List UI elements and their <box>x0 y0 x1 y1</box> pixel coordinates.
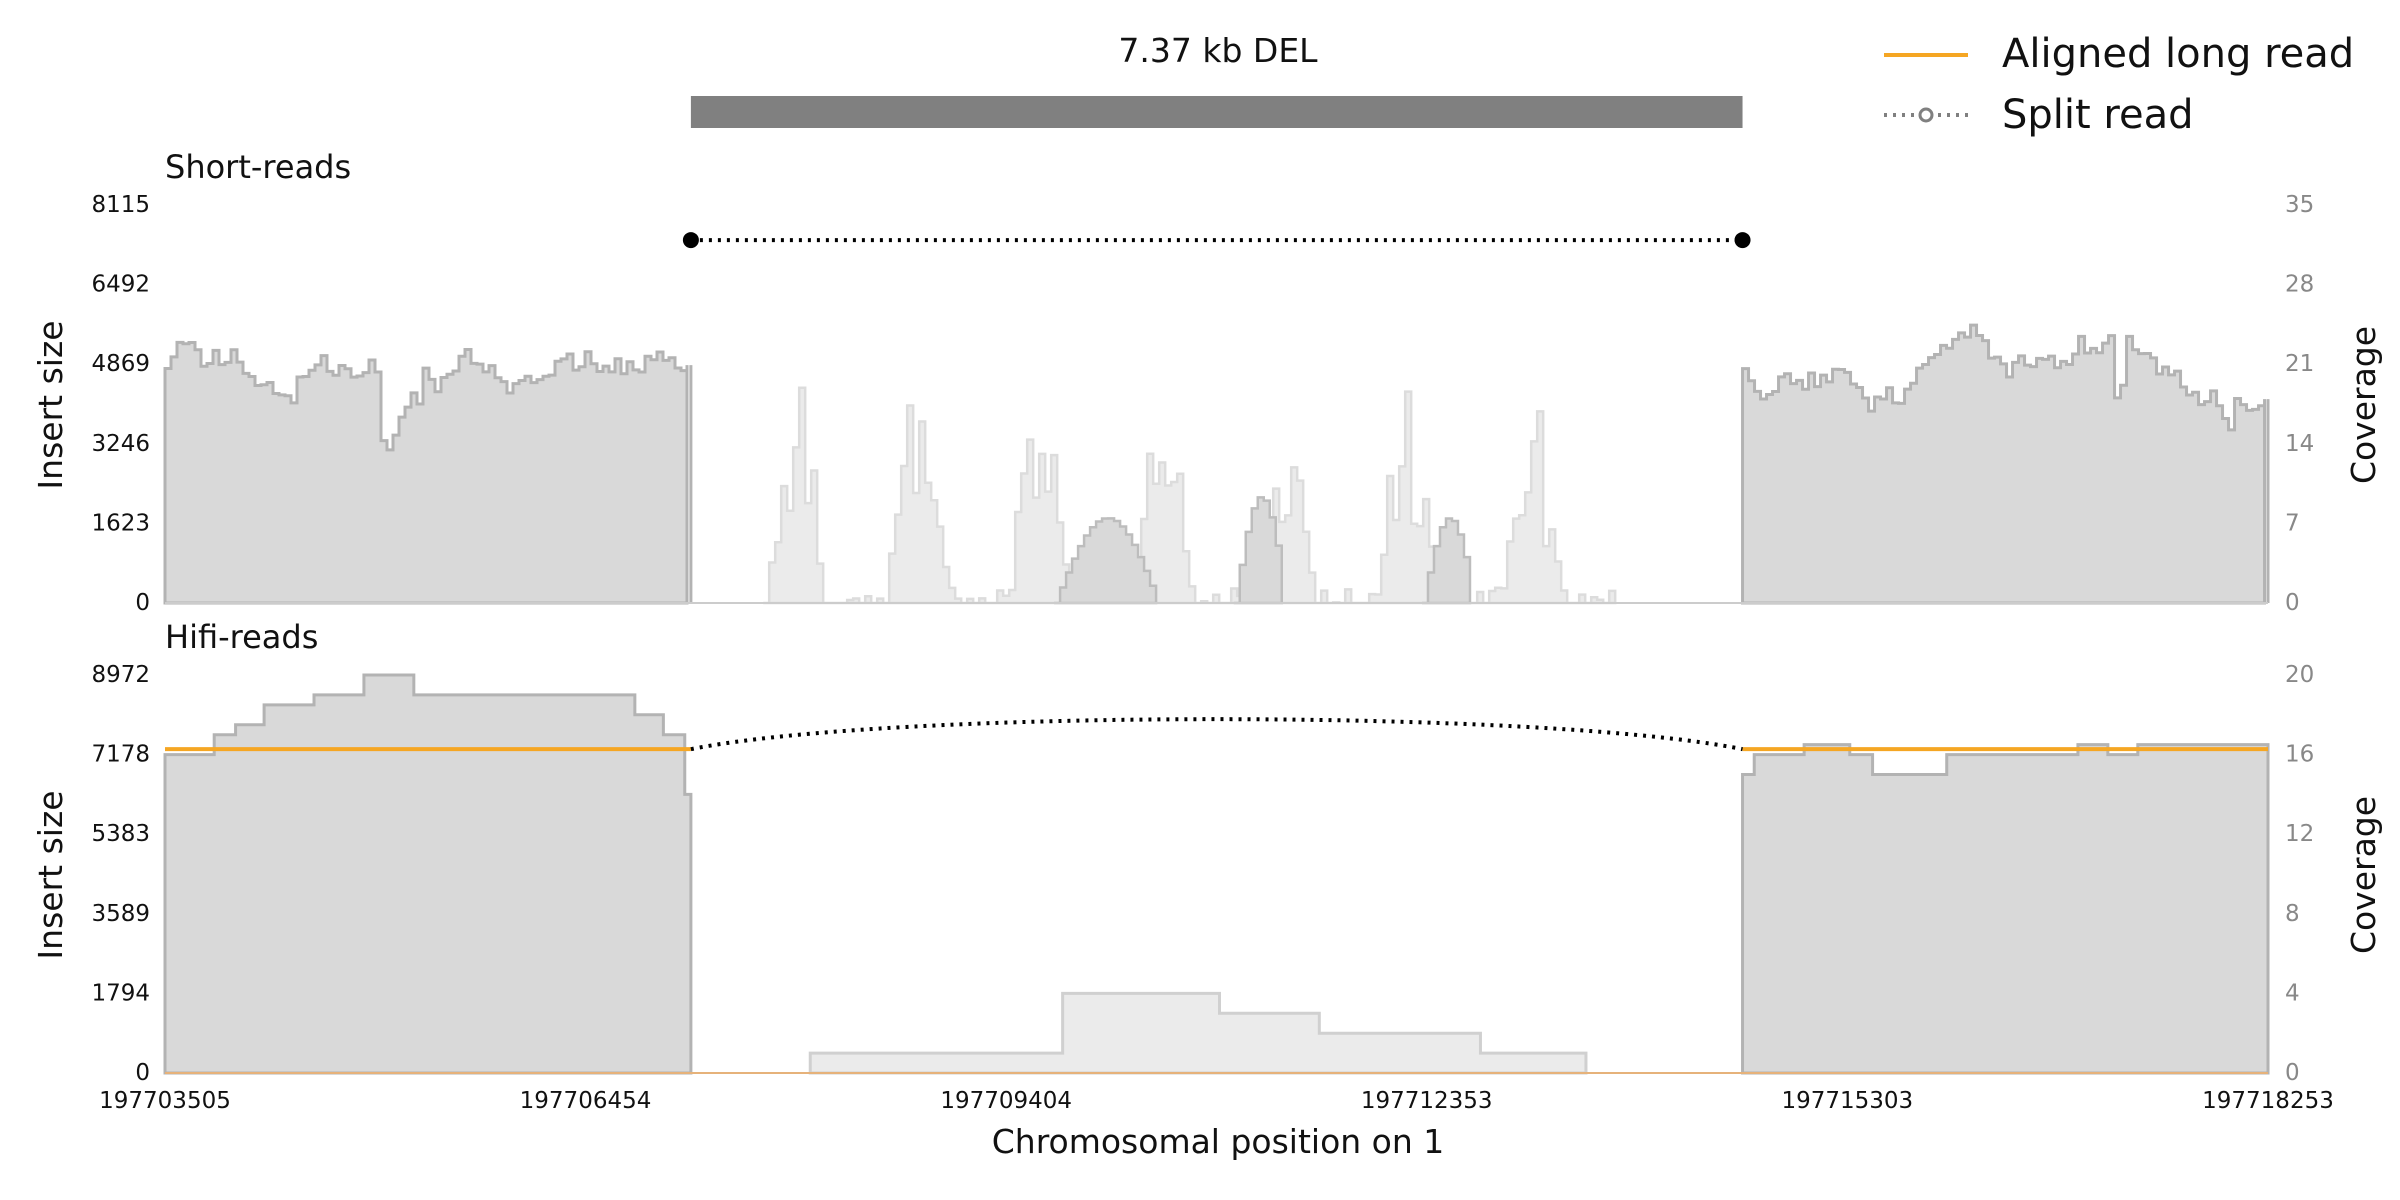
x-axis-label: Chromosomal position on 1 <box>992 1122 1445 1161</box>
hifi-reads-right-tick-label: 12 <box>2285 821 2314 847</box>
legend: Aligned long read Split read <box>1884 31 2354 138</box>
hifi-reads-left-tick-label: 1794 <box>91 980 150 1006</box>
legend-aligned-long-read-label: Aligned long read <box>2002 31 2354 77</box>
coverage-area-deleted-region <box>808 991 1588 1075</box>
coverage-hump <box>1233 496 1283 605</box>
short-reads-right-axis-label: Coverage <box>2344 326 2383 484</box>
hifi-reads-coverage <box>163 673 2270 1075</box>
short-reads-left-tick-label: 1623 <box>91 510 150 536</box>
hifi-reads-left-axis-label: Insert size <box>31 790 70 959</box>
short-reads-coverage <box>163 323 2270 605</box>
short-reads-left-tick-label: 3246 <box>91 431 150 457</box>
hifi-reads-panel: Hifi-reads 0 1794 3589 5383 7178 8972 0 4 8 12 16 2… <box>31 618 2383 1086</box>
short-reads-left-tick-label: 6492 <box>91 272 150 298</box>
hifi-reads-right-tick-label: 4 <box>2285 980 2300 1006</box>
coverage-hump <box>1421 517 1472 605</box>
coverage-area-flank <box>163 340 689 605</box>
short-reads-right-tick-label: 14 <box>2285 431 2314 457</box>
short-reads-left-tick-label: 0 <box>135 590 150 616</box>
short-reads-right-tick-label: 28 <box>2285 272 2314 298</box>
legend-split-read-marker <box>1918 107 1934 123</box>
hifi-reads-right-tick-label: 8 <box>2285 901 2300 927</box>
panel-title-hifi-reads: Hifi-reads <box>165 618 318 656</box>
legend-split-read-label: Split read <box>2002 92 2193 138</box>
hifi-reads-ticks: 0 1794 3589 5383 7178 8972 0 4 8 12 16 20 <box>91 662 2314 1086</box>
coverage-hump <box>1054 517 1158 605</box>
short-reads-right-tick-label: 35 <box>2285 192 2314 218</box>
hifi-reads-left-tick-label: 5383 <box>91 821 150 847</box>
short-reads-left-tick-label: 8115 <box>91 192 150 218</box>
short-reads-left-tick-label: 4869 <box>91 351 150 377</box>
short-reads-panel: Short-reads 0 1623 3246 4869 6492 8115 0 7 14 21 2… <box>31 148 2383 616</box>
hifi-reads-left-tick-label: 0 <box>135 1060 150 1086</box>
panel-title-short-reads: Short-reads <box>165 148 351 186</box>
hifi-reads-right-axis-label: Coverage <box>2344 796 2383 954</box>
short-reads-ticks: 0 1623 3246 4869 6492 8115 0 7 14 21 28 35 <box>91 192 2314 616</box>
split-read-breakpoint <box>1734 232 1751 249</box>
x-tick-label: 197718253 <box>2202 1088 2334 1114</box>
hifi-reads-right-tick-label: 0 <box>2285 1060 2300 1086</box>
coverage-area-flank <box>1741 323 2267 605</box>
short-reads-right-tick-label: 7 <box>2285 510 2300 536</box>
short-reads-left-axis-label: Insert size <box>31 320 70 489</box>
x-tick-label: 197712353 <box>1361 1088 1493 1114</box>
x-tick-label: 197703505 <box>99 1088 231 1114</box>
split-read-arc <box>690 717 1743 752</box>
split-read-breakpoint <box>682 232 699 249</box>
hifi-reads-right-tick-label: 16 <box>2285 742 2314 768</box>
coverage-area-flank <box>1741 743 2270 1075</box>
coverage-area-deleted-region <box>763 386 1617 605</box>
hifi-reads-left-tick-label: 3589 <box>91 901 150 927</box>
short-reads-right-tick-label: 0 <box>2285 590 2300 616</box>
short-reads-split-reads <box>682 232 1751 249</box>
x-tick-label: 197709404 <box>940 1088 1072 1114</box>
hifi-reads-left-tick-label: 7178 <box>91 742 150 768</box>
chart-title: 7.37 kb DEL <box>1118 31 1318 70</box>
hifi-reads-split-reads <box>690 717 1743 752</box>
short-reads-right-tick-label: 21 <box>2285 351 2314 377</box>
hifi-reads-left-tick-label: 8972 <box>91 662 150 688</box>
coverage-area-flank <box>163 673 693 1075</box>
x-tick-label: 197715303 <box>1781 1088 1913 1114</box>
deletion-bar <box>690 96 1743 128</box>
x-tick-label: 197706454 <box>520 1088 652 1114</box>
hifi-reads-right-tick-label: 20 <box>2285 662 2314 688</box>
x-axis-ticks: 197703505 197706454 197709404 197712353 1977… <box>99 1088 2334 1114</box>
